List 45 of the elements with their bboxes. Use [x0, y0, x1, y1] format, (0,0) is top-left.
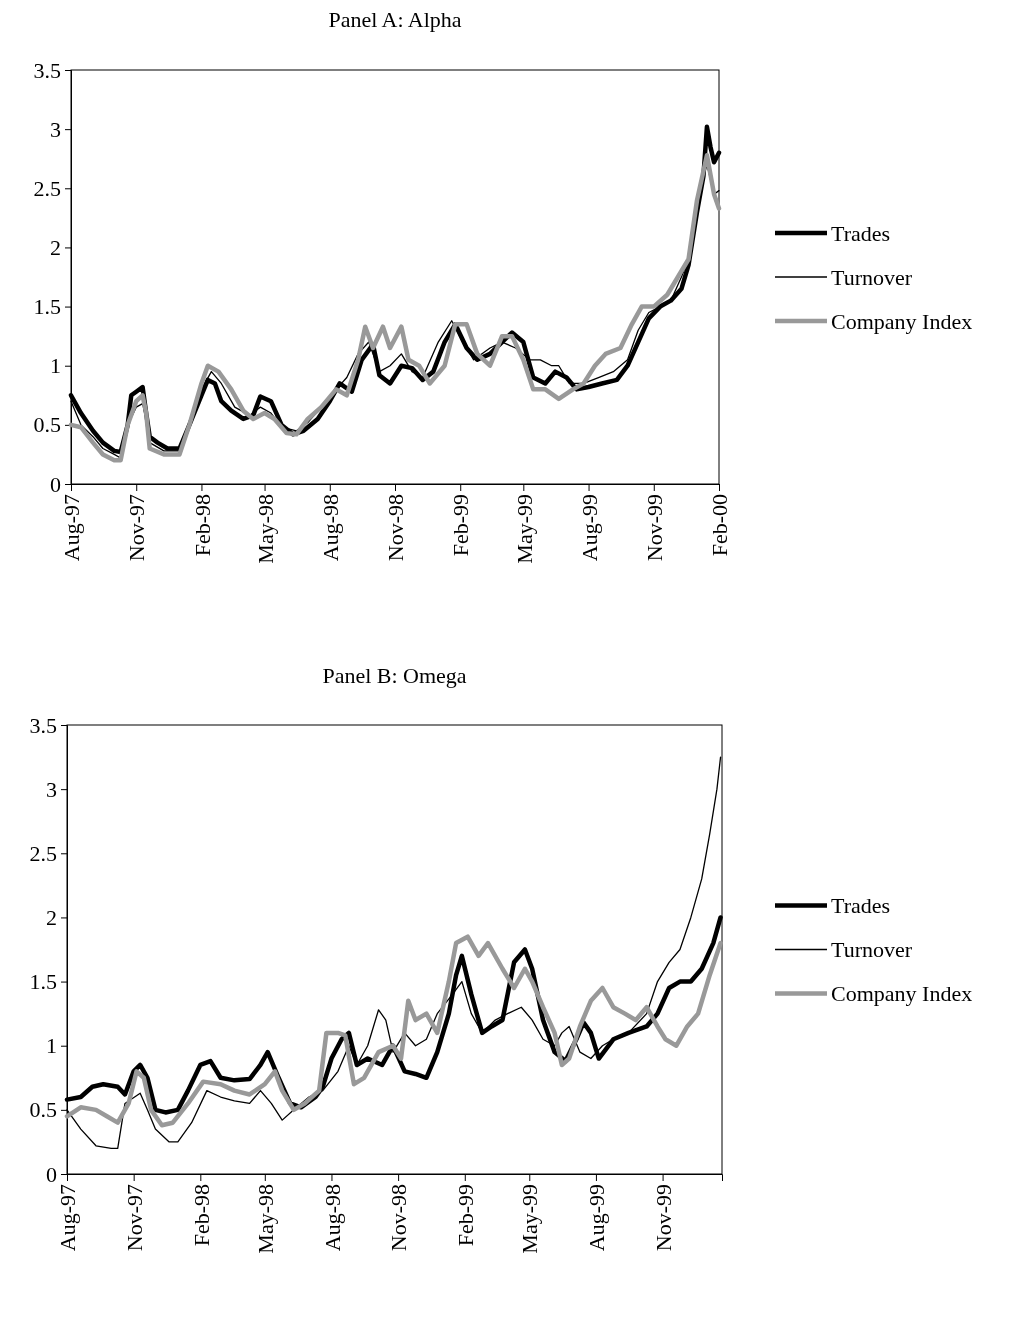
- y-tick-label: 0.5: [33, 412, 61, 438]
- x-tick-label: Nov-97: [124, 494, 150, 562]
- x-tick-label: Aug-99: [584, 1184, 610, 1252]
- x-tick-label: Feb-00: [707, 494, 733, 557]
- y-tick-label: 3.5: [29, 712, 57, 738]
- x-tick-label: May-99: [517, 1184, 543, 1254]
- x-tick-label: May-98: [252, 494, 278, 564]
- legend-label: Company Index: [831, 308, 973, 334]
- y-tick-label: 1: [46, 1033, 57, 1059]
- y-tick-label: 0: [46, 1161, 57, 1187]
- y-tick-label: 1.5: [33, 294, 61, 320]
- x-tick-label: Aug-98: [317, 494, 343, 562]
- x-tick-label: Aug-97: [55, 1184, 81, 1252]
- y-tick-label: 0.5: [29, 1097, 57, 1123]
- y-tick-label: 3: [50, 116, 61, 142]
- y-tick-label: 0: [50, 471, 61, 497]
- x-tick-label: Feb-98: [188, 1184, 214, 1247]
- y-tick-label: 3: [46, 776, 57, 802]
- x-tick-label: Nov-98: [386, 1184, 412, 1252]
- x-tick-label: Nov-97: [121, 1184, 147, 1252]
- x-tick-label: May-99: [511, 494, 537, 564]
- y-tick-label: 2.5: [29, 840, 57, 866]
- x-tick-label: Nov-99: [641, 494, 667, 562]
- y-tick-label: 1.5: [29, 969, 57, 995]
- y-tick-label: 2: [50, 234, 61, 260]
- x-tick-label: Nov-99: [650, 1184, 676, 1252]
- legend-label: Trades: [831, 893, 891, 919]
- x-tick-label: May-98: [253, 1184, 278, 1254]
- chart-title: Panel B: Omega: [322, 663, 467, 688]
- y-tick-label: 1: [50, 353, 61, 379]
- legend-label: Turnover: [831, 937, 913, 963]
- x-tick-label: Nov-98: [383, 494, 409, 562]
- chart-title: Panel A: Alpha: [328, 7, 462, 32]
- x-tick-label: Aug-98: [319, 1184, 345, 1252]
- y-tick-label: 2: [46, 904, 57, 930]
- x-tick-label: Feb-99: [448, 494, 474, 557]
- x-tick-label: Feb-98: [189, 494, 215, 557]
- y-tick-label: 2.5: [33, 175, 61, 201]
- legend-label: Company Index: [831, 981, 973, 1007]
- legend-label: Trades: [831, 220, 891, 246]
- x-tick-label: Feb-99: [452, 1184, 478, 1247]
- x-tick-label: Aug-99: [576, 494, 602, 562]
- y-tick-label: 3.5: [33, 57, 61, 83]
- legend-label: Turnover: [831, 264, 913, 290]
- x-tick-label: Aug-97: [59, 494, 85, 562]
